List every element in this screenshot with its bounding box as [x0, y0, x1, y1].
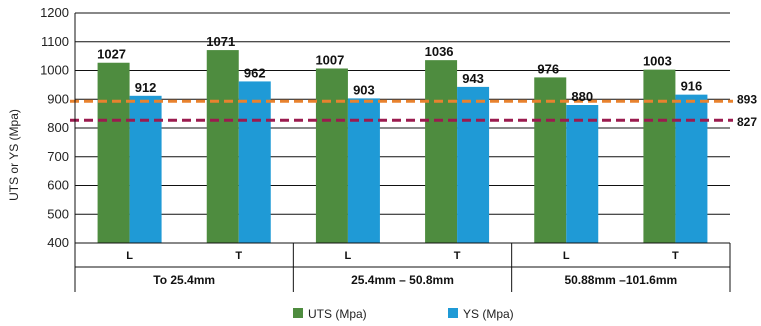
data-label-uts-6: 1003 — [643, 54, 672, 69]
legend: UTS (Mpa) YS (Mpa) — [293, 307, 514, 321]
data-label-ys-1: 912 — [135, 80, 157, 95]
category-label-6: T — [672, 250, 679, 262]
bar-uts-6 — [643, 69, 676, 243]
reference-lines: 893 827 — [70, 92, 757, 129]
reference-label-893: 893 — [737, 92, 757, 106]
data-label-uts-5: 976 — [537, 61, 559, 76]
legend-label-uts: UTS (Mpa) — [308, 307, 367, 321]
bar-uts-2 — [206, 50, 239, 244]
y-tick-label-1000: 1000 — [40, 63, 69, 78]
data-labels: 1027 912 1071 962 1007 903 1036 943 976 880 1003 91… — [97, 34, 702, 104]
data-label-ys-6: 916 — [681, 79, 703, 94]
y-tick-label-600: 600 — [47, 178, 69, 193]
reference-label-827: 827 — [737, 115, 757, 129]
bars — [97, 50, 708, 244]
bar-uts-3 — [315, 68, 348, 243]
data-label-ys-5: 880 — [571, 89, 593, 104]
y-tick-label-400: 400 — [47, 235, 69, 250]
data-label-uts-2: 1071 — [206, 34, 235, 49]
grid-lines: 400 500 600 700 800 900 1000 1100 1200 — [40, 5, 730, 250]
legend-label-ys: YS (Mpa) — [463, 307, 514, 321]
legend-swatch-ys — [448, 308, 458, 318]
bar-uts-1 — [97, 62, 130, 243]
y-tick-label-800: 800 — [47, 120, 69, 135]
data-label-ys-4: 943 — [462, 71, 484, 86]
bar-ys-2 — [238, 81, 271, 243]
category-label-2: T — [235, 250, 242, 262]
category-label-4: T — [454, 250, 461, 262]
bar-ys-4 — [457, 86, 490, 243]
bar-uts-4 — [425, 60, 458, 244]
bar-ys-1 — [129, 95, 162, 243]
legend-swatch-uts — [293, 308, 303, 318]
bar-ys-6 — [675, 94, 708, 244]
y-tick-label-500: 500 — [47, 206, 69, 221]
bar-ys-3 — [347, 98, 380, 243]
data-label-ys-2: 962 — [244, 65, 266, 80]
data-label-uts-4: 1036 — [425, 44, 454, 59]
data-label-uts-1: 1027 — [97, 47, 126, 62]
y-tick-label-1100: 1100 — [41, 34, 69, 49]
y-tick-label-700: 700 — [47, 149, 69, 164]
bar-uts-5 — [534, 77, 567, 244]
y-tick-label-1200: 1200 — [40, 5, 69, 20]
data-label-uts-3: 1007 — [315, 52, 344, 67]
category-label-3: L — [345, 250, 352, 262]
y-axis-label: UTS or YS (Mpa) — [7, 109, 21, 201]
group-label-1: To 25.4mm — [153, 273, 215, 287]
group-label-3: 50.88mm –101.6mm — [564, 273, 677, 287]
data-label-ys-3: 903 — [353, 82, 375, 97]
bar-ys-5 — [566, 105, 599, 243]
y-tick-label-900: 900 — [47, 91, 69, 106]
category-label-5: L — [563, 250, 570, 262]
category-label-1: L — [126, 250, 133, 262]
group-label-2: 25.4mm – 50.8mm — [351, 273, 454, 287]
